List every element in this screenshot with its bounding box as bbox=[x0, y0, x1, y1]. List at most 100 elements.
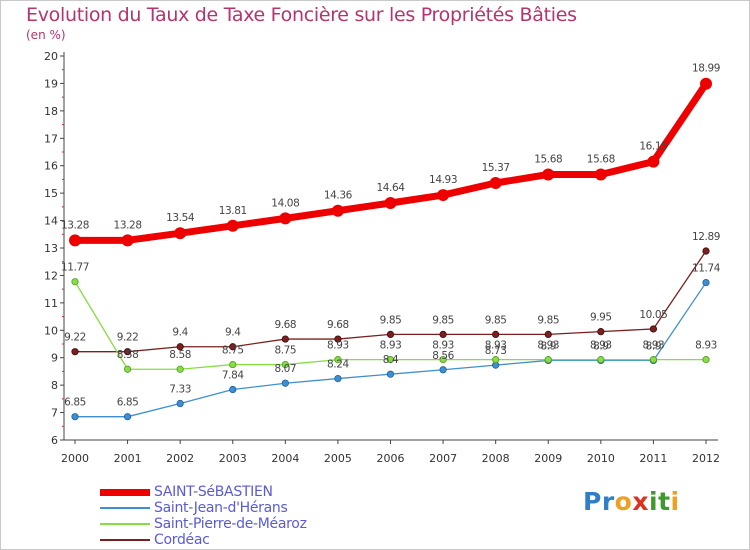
y-tick-label: 17 bbox=[44, 132, 58, 145]
data-point bbox=[386, 330, 395, 338]
legend-item: Saint-Jean-d'Hérans bbox=[100, 500, 307, 516]
y-tick-label: 18 bbox=[44, 105, 58, 118]
logo-letter: x bbox=[632, 487, 649, 516]
data-labels: 13.28 13.28 13.54 13.81 14.08 14.36 14.64 14.93… bbox=[61, 63, 721, 409]
data-label: 9.85 bbox=[432, 314, 454, 326]
x-tick-label: 2004 bbox=[271, 452, 299, 465]
x-tick-label: 2011 bbox=[639, 452, 667, 465]
y-tick-label: 8 bbox=[51, 379, 58, 392]
data-label: 8.93 bbox=[537, 340, 559, 352]
data-point bbox=[334, 374, 342, 383]
data-label: 8.9 bbox=[541, 340, 557, 352]
y-tick-label: 7 bbox=[51, 407, 58, 420]
logo-letter: i bbox=[649, 487, 659, 516]
data-label: 8.73 bbox=[485, 345, 507, 357]
data-point bbox=[439, 356, 447, 364]
y-tick-label: 11 bbox=[44, 297, 58, 310]
data-point bbox=[71, 413, 79, 421]
data-label: 8.93 bbox=[485, 340, 507, 352]
data-label: 8.93 bbox=[432, 340, 454, 352]
series-layer bbox=[69, 77, 712, 421]
legend-swatch bbox=[100, 488, 150, 496]
data-point bbox=[334, 335, 342, 343]
data-label: 6.85 bbox=[117, 397, 139, 409]
data-label: 8.24 bbox=[327, 359, 349, 371]
data-point bbox=[281, 335, 289, 343]
y-tick-label: 10 bbox=[44, 324, 58, 337]
data-point bbox=[281, 360, 289, 369]
data-point bbox=[123, 413, 132, 421]
data-point bbox=[176, 365, 184, 373]
data-label: 14.08 bbox=[271, 197, 299, 209]
x-tick-label: 2006 bbox=[377, 452, 405, 465]
x-tick-label: 2008 bbox=[482, 452, 510, 465]
data-label: 11.77 bbox=[61, 262, 89, 274]
data-point bbox=[702, 247, 710, 255]
legend-label: Saint-Pierre-de-Méaroz bbox=[154, 516, 307, 532]
data-label: 14.64 bbox=[376, 182, 405, 194]
data-point bbox=[71, 348, 79, 356]
data-point bbox=[702, 278, 710, 287]
data-label: 8.93 bbox=[695, 340, 717, 352]
data-point bbox=[226, 219, 239, 232]
data-label: 8.58 bbox=[117, 349, 139, 361]
logo-letter: r bbox=[601, 487, 615, 516]
data-label: 13.28 bbox=[114, 219, 142, 231]
data-point bbox=[700, 77, 712, 90]
x-tick-label: 2005 bbox=[324, 452, 352, 465]
data-point bbox=[386, 356, 395, 364]
legend-label: SAINT-SéBASTIEN bbox=[154, 484, 273, 500]
data-point bbox=[492, 330, 500, 338]
proxiti-logo: Proxiti bbox=[583, 487, 680, 516]
logo-letter: P bbox=[583, 487, 602, 516]
data-point bbox=[176, 399, 184, 408]
x-tick-label: 2007 bbox=[429, 452, 457, 465]
data-label: 8.75 bbox=[274, 345, 296, 357]
data-label: 8.93 bbox=[327, 340, 349, 352]
y-tick-label: 20 bbox=[44, 50, 58, 63]
legend-swatch bbox=[100, 539, 150, 541]
data-point bbox=[174, 227, 187, 240]
legend-item: Saint-Pierre-de-Méaroz bbox=[100, 516, 307, 532]
data-label: 8.93 bbox=[643, 340, 665, 352]
logo-letter: t bbox=[658, 487, 671, 516]
data-point bbox=[437, 189, 450, 202]
data-label: 6.85 bbox=[64, 397, 86, 409]
data-label: 13.28 bbox=[61, 219, 89, 231]
y-tick-label: 9 bbox=[51, 352, 58, 365]
x-tick-label: 2000 bbox=[61, 452, 89, 465]
y-tick-label: 12 bbox=[44, 269, 58, 282]
data-label: 14.93 bbox=[429, 174, 457, 186]
data-point bbox=[334, 356, 342, 364]
data-label: 8.56 bbox=[432, 350, 454, 362]
data-point bbox=[279, 212, 292, 225]
data-point bbox=[544, 356, 552, 364]
data-point bbox=[597, 328, 605, 336]
data-label: 15.68 bbox=[587, 153, 615, 165]
data-point bbox=[123, 348, 132, 356]
x-tick-label: 2009 bbox=[534, 452, 562, 465]
data-point bbox=[649, 325, 658, 333]
chart-title: Evolution du Taux de Taxe Foncière sur l… bbox=[26, 4, 577, 26]
data-point bbox=[229, 360, 237, 369]
data-point bbox=[71, 278, 79, 286]
y-tick-label: 14 bbox=[44, 215, 58, 228]
y-tick-label: 13 bbox=[44, 242, 58, 255]
unit-label: (en %) bbox=[26, 28, 66, 42]
data-label: 9.85 bbox=[485, 314, 507, 326]
data-label: 16.15 bbox=[639, 141, 667, 153]
data-point bbox=[542, 168, 555, 181]
data-point bbox=[544, 330, 552, 338]
data-label: 8.9 bbox=[593, 340, 609, 352]
data-point bbox=[439, 366, 447, 374]
data-label: 9.22 bbox=[64, 332, 86, 344]
x-tick-label: 2003 bbox=[219, 452, 247, 465]
data-point bbox=[384, 197, 397, 210]
data-label: 13.54 bbox=[166, 212, 195, 224]
data-point bbox=[386, 370, 395, 378]
data-label: 9.95 bbox=[590, 312, 612, 324]
data-point bbox=[229, 385, 237, 394]
logo-letter: i bbox=[670, 487, 680, 516]
